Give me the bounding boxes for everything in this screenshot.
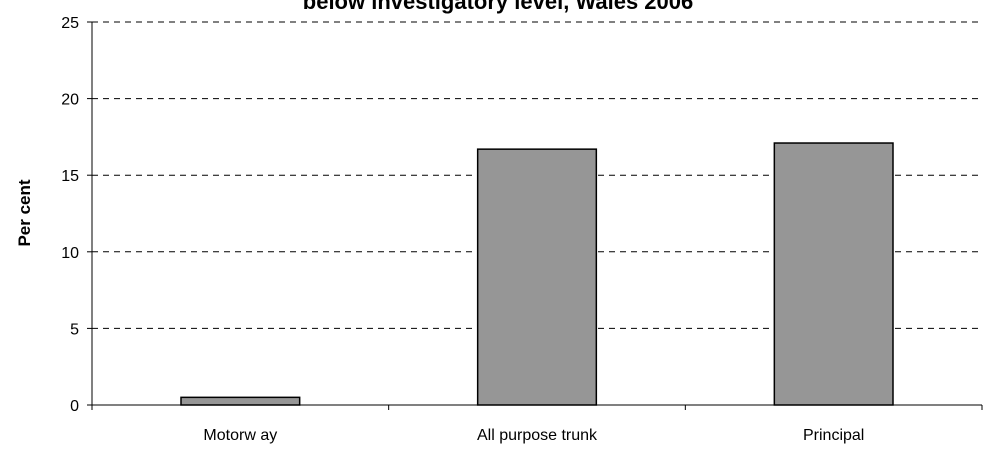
bars [180, 142, 894, 406]
x-category-label: All purpose trunk [477, 427, 598, 444]
x-category-label: Principal [803, 427, 864, 444]
axes [87, 21, 983, 410]
bar [773, 142, 894, 406]
y-tick-label: 25 [61, 15, 79, 32]
y-tick-label: 20 [61, 92, 79, 109]
y-tick-label: 5 [70, 321, 79, 338]
y-tick-label: 0 [70, 398, 79, 415]
y-axis-label: Per cent [15, 179, 34, 246]
y-tick-labels: 0 5 10 15 20 25 [61, 15, 79, 415]
chart-title: below investigatory level, Wales 2006 [303, 0, 693, 14]
bar [476, 148, 598, 406]
x-category-labels: Motorw ay All purpose trunk Principal [203, 427, 864, 444]
x-category-label: Motorw ay [203, 427, 277, 444]
y-tick-label: 10 [61, 245, 79, 262]
bar [180, 396, 301, 406]
y-tick-label: 15 [61, 168, 79, 185]
